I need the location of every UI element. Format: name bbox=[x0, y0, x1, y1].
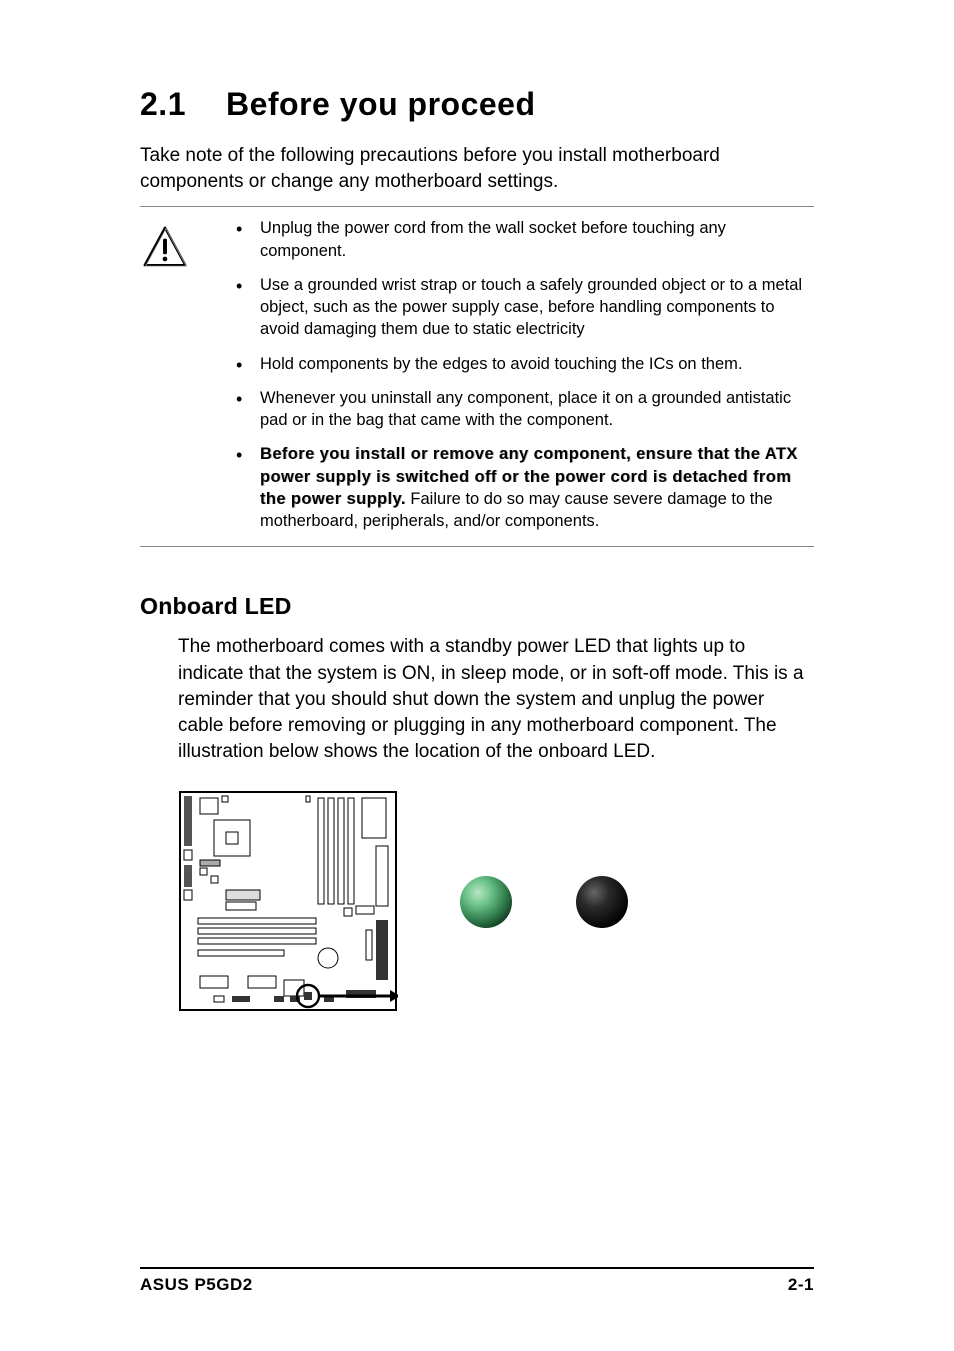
list-text: Unplug the power cord from the wall sock… bbox=[260, 219, 726, 259]
list-text: Whenever you uninstall any component, pl… bbox=[260, 389, 791, 429]
warning-block: Unplug the power cord from the wall sock… bbox=[140, 206, 814, 547]
warning-icon bbox=[140, 217, 230, 536]
heading-number: 2.1 bbox=[140, 86, 186, 122]
list-item: Use a grounded wrist strap or touch a sa… bbox=[230, 274, 814, 341]
warning-list: Unplug the power cord from the wall sock… bbox=[230, 217, 814, 536]
motherboard-diagram bbox=[178, 790, 398, 1020]
list-text: Hold components by the edges to avoid to… bbox=[260, 355, 742, 373]
led-off-sphere bbox=[574, 874, 630, 935]
footer-right: 2-1 bbox=[788, 1275, 814, 1295]
page-heading: 2.1 Before you proceed bbox=[140, 86, 814, 123]
heading-title: Before you proceed bbox=[226, 86, 536, 122]
diagram-row bbox=[178, 790, 814, 1020]
footer-left: ASUS P5GD2 bbox=[140, 1275, 253, 1295]
list-item: Unplug the power cord from the wall sock… bbox=[230, 217, 814, 262]
list-text: Use a grounded wrist strap or touch a sa… bbox=[260, 276, 802, 339]
list-item: Hold components by the edges to avoid to… bbox=[230, 353, 814, 375]
onboard-led-paragraph: The motherboard comes with a standby pow… bbox=[178, 634, 814, 765]
onboard-led-heading: Onboard LED bbox=[140, 593, 814, 620]
list-item: Before you install or remove any compone… bbox=[230, 443, 814, 532]
led-on-sphere bbox=[458, 874, 514, 935]
page-footer: ASUS P5GD2 2-1 bbox=[140, 1267, 814, 1295]
intro-paragraph: Take note of the following precautions b… bbox=[140, 143, 814, 194]
list-item: Whenever you uninstall any component, pl… bbox=[230, 387, 814, 432]
